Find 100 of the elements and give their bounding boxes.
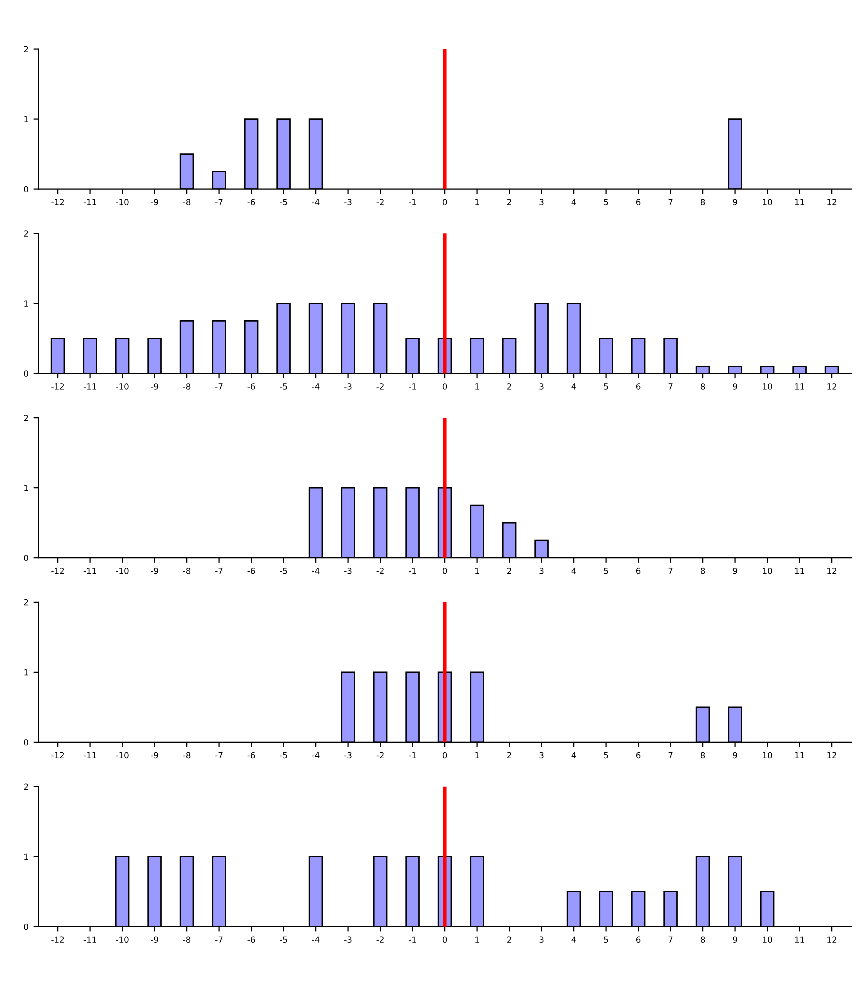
y-tick-label: 0	[24, 186, 28, 193]
x-tick-label: -9	[151, 199, 158, 206]
y-tick-label: 2	[24, 46, 28, 52]
x-tick-label: -12	[52, 568, 64, 574]
x-tick-label: 4	[572, 568, 576, 574]
x-tick-label: 12	[828, 199, 837, 206]
x-tick-label: 7	[668, 752, 673, 759]
x-tick-label: -3	[344, 568, 352, 574]
x-tick-label: 2	[508, 199, 512, 206]
x-tick-label: -7	[216, 568, 223, 574]
x-tick-label: 12	[828, 752, 837, 759]
x-tick-label: 12	[828, 384, 837, 390]
x-tick-label: 2	[508, 568, 512, 574]
x-tick-label: -2	[376, 568, 384, 574]
x-tick-label: 10	[763, 199, 772, 206]
x-tick-label: -11	[84, 384, 96, 390]
x-tick-label: -7	[216, 199, 223, 206]
x-tick-label: 1	[476, 936, 480, 943]
x-tick-label: 0	[442, 936, 448, 944]
x-tick-label: 9	[733, 384, 738, 390]
x-tick-label: -2	[376, 199, 384, 206]
x-tick-label: -10	[116, 752, 129, 759]
x-tick-label: 9	[733, 936, 738, 944]
x-tick-label: -5	[280, 752, 288, 759]
x-tick-label: -9	[151, 568, 158, 574]
x-tick-label: -3	[344, 936, 352, 944]
x-tick-label: 11	[795, 199, 804, 206]
x-tick-label: -4	[312, 384, 320, 390]
x-tick-label: 4	[572, 384, 576, 390]
x-tick-label: 0	[442, 568, 448, 574]
x-tick-label: -2	[376, 384, 384, 390]
x-tick-label: 6	[636, 936, 641, 944]
x-tick-label: 1	[476, 199, 480, 206]
y-tick-label: 1	[24, 116, 28, 122]
x-tick-label: 0	[442, 384, 448, 390]
x-tick-label: -6	[248, 752, 256, 759]
x-tick-label: 5	[604, 752, 608, 759]
x-tick-label: -6	[248, 199, 256, 206]
x-tick-label: -1	[409, 384, 416, 390]
x-tick-label: 4	[572, 936, 576, 943]
x-tick-label: -4	[312, 936, 320, 943]
x-tick-label: -6	[248, 936, 256, 944]
x-tick-label: 6	[636, 199, 641, 206]
x-tick-label: -2	[376, 752, 384, 759]
y-tick-label: 0	[24, 924, 28, 930]
x-tick-label: 3	[540, 384, 544, 390]
x-tick-label: 9	[733, 752, 738, 759]
x-tick-label: 3	[540, 199, 544, 206]
x-tick-label: -10	[116, 936, 129, 944]
x-tick-label: 11	[795, 568, 804, 574]
x-tick-label: 10	[763, 568, 772, 574]
x-tick-label: -1	[409, 936, 416, 943]
x-tick-label: 5	[604, 936, 608, 944]
x-tick-label: -3	[344, 199, 352, 206]
x-tick-label: 4	[572, 199, 576, 206]
x-tick-label: 2	[508, 936, 512, 943]
y-tick-label: 0	[24, 739, 28, 746]
x-tick-label: 6	[636, 384, 641, 390]
x-tick-label: -11	[84, 936, 96, 943]
x-tick-label: -10	[116, 199, 129, 206]
y-tick-label: 2	[24, 415, 28, 422]
x-tick-label: 3	[540, 936, 544, 944]
x-tick-label: -1	[409, 199, 416, 206]
x-tick-label: 2	[508, 752, 512, 759]
x-tick-label: 12	[828, 568, 837, 574]
x-tick-label: 12	[828, 936, 837, 943]
x-tick-label: -5	[280, 568, 288, 574]
x-tick-label: -12	[52, 199, 64, 206]
x-tick-label: 1	[476, 568, 480, 574]
y-tick-label: 1	[24, 300, 28, 307]
x-tick-label: 5	[604, 199, 608, 206]
x-tick-label: 10	[763, 384, 772, 390]
x-tick-label: 11	[795, 936, 804, 943]
x-tick-label: 8	[700, 752, 706, 759]
x-tick-label: 6	[636, 752, 641, 759]
x-tick-label: -5	[280, 936, 288, 944]
x-tick-label: 7	[668, 568, 673, 574]
x-tick-label: -12	[52, 752, 64, 759]
x-tick-label: -11	[84, 199, 96, 206]
x-tick-label: -4	[312, 568, 320, 574]
x-tick-label: -8	[183, 199, 191, 206]
x-tick-label: 3	[540, 752, 544, 759]
x-tick-label: -11	[84, 568, 96, 574]
x-tick-label: -4	[312, 752, 320, 759]
x-tick-label: 6	[636, 568, 641, 574]
y-tick-label: 2	[24, 599, 28, 606]
x-tick-label: -1	[409, 752, 416, 759]
x-tick-label: 3	[540, 568, 544, 574]
x-tick-label: -8	[183, 384, 191, 390]
y-tick-label: 1	[24, 485, 28, 492]
x-tick-label: 7	[668, 384, 673, 390]
x-tick-label: 5	[604, 384, 608, 390]
x-tick-label: -3	[344, 384, 352, 390]
y-tick-label: 0	[24, 370, 28, 377]
x-tick-label: -3	[344, 752, 352, 759]
x-tick-label: -9	[151, 384, 158, 390]
x-tick-label: -12	[52, 384, 64, 390]
y-tick-label: 0	[24, 555, 28, 562]
x-tick-label: -10	[116, 384, 129, 390]
x-tick-label: -1	[409, 568, 416, 574]
